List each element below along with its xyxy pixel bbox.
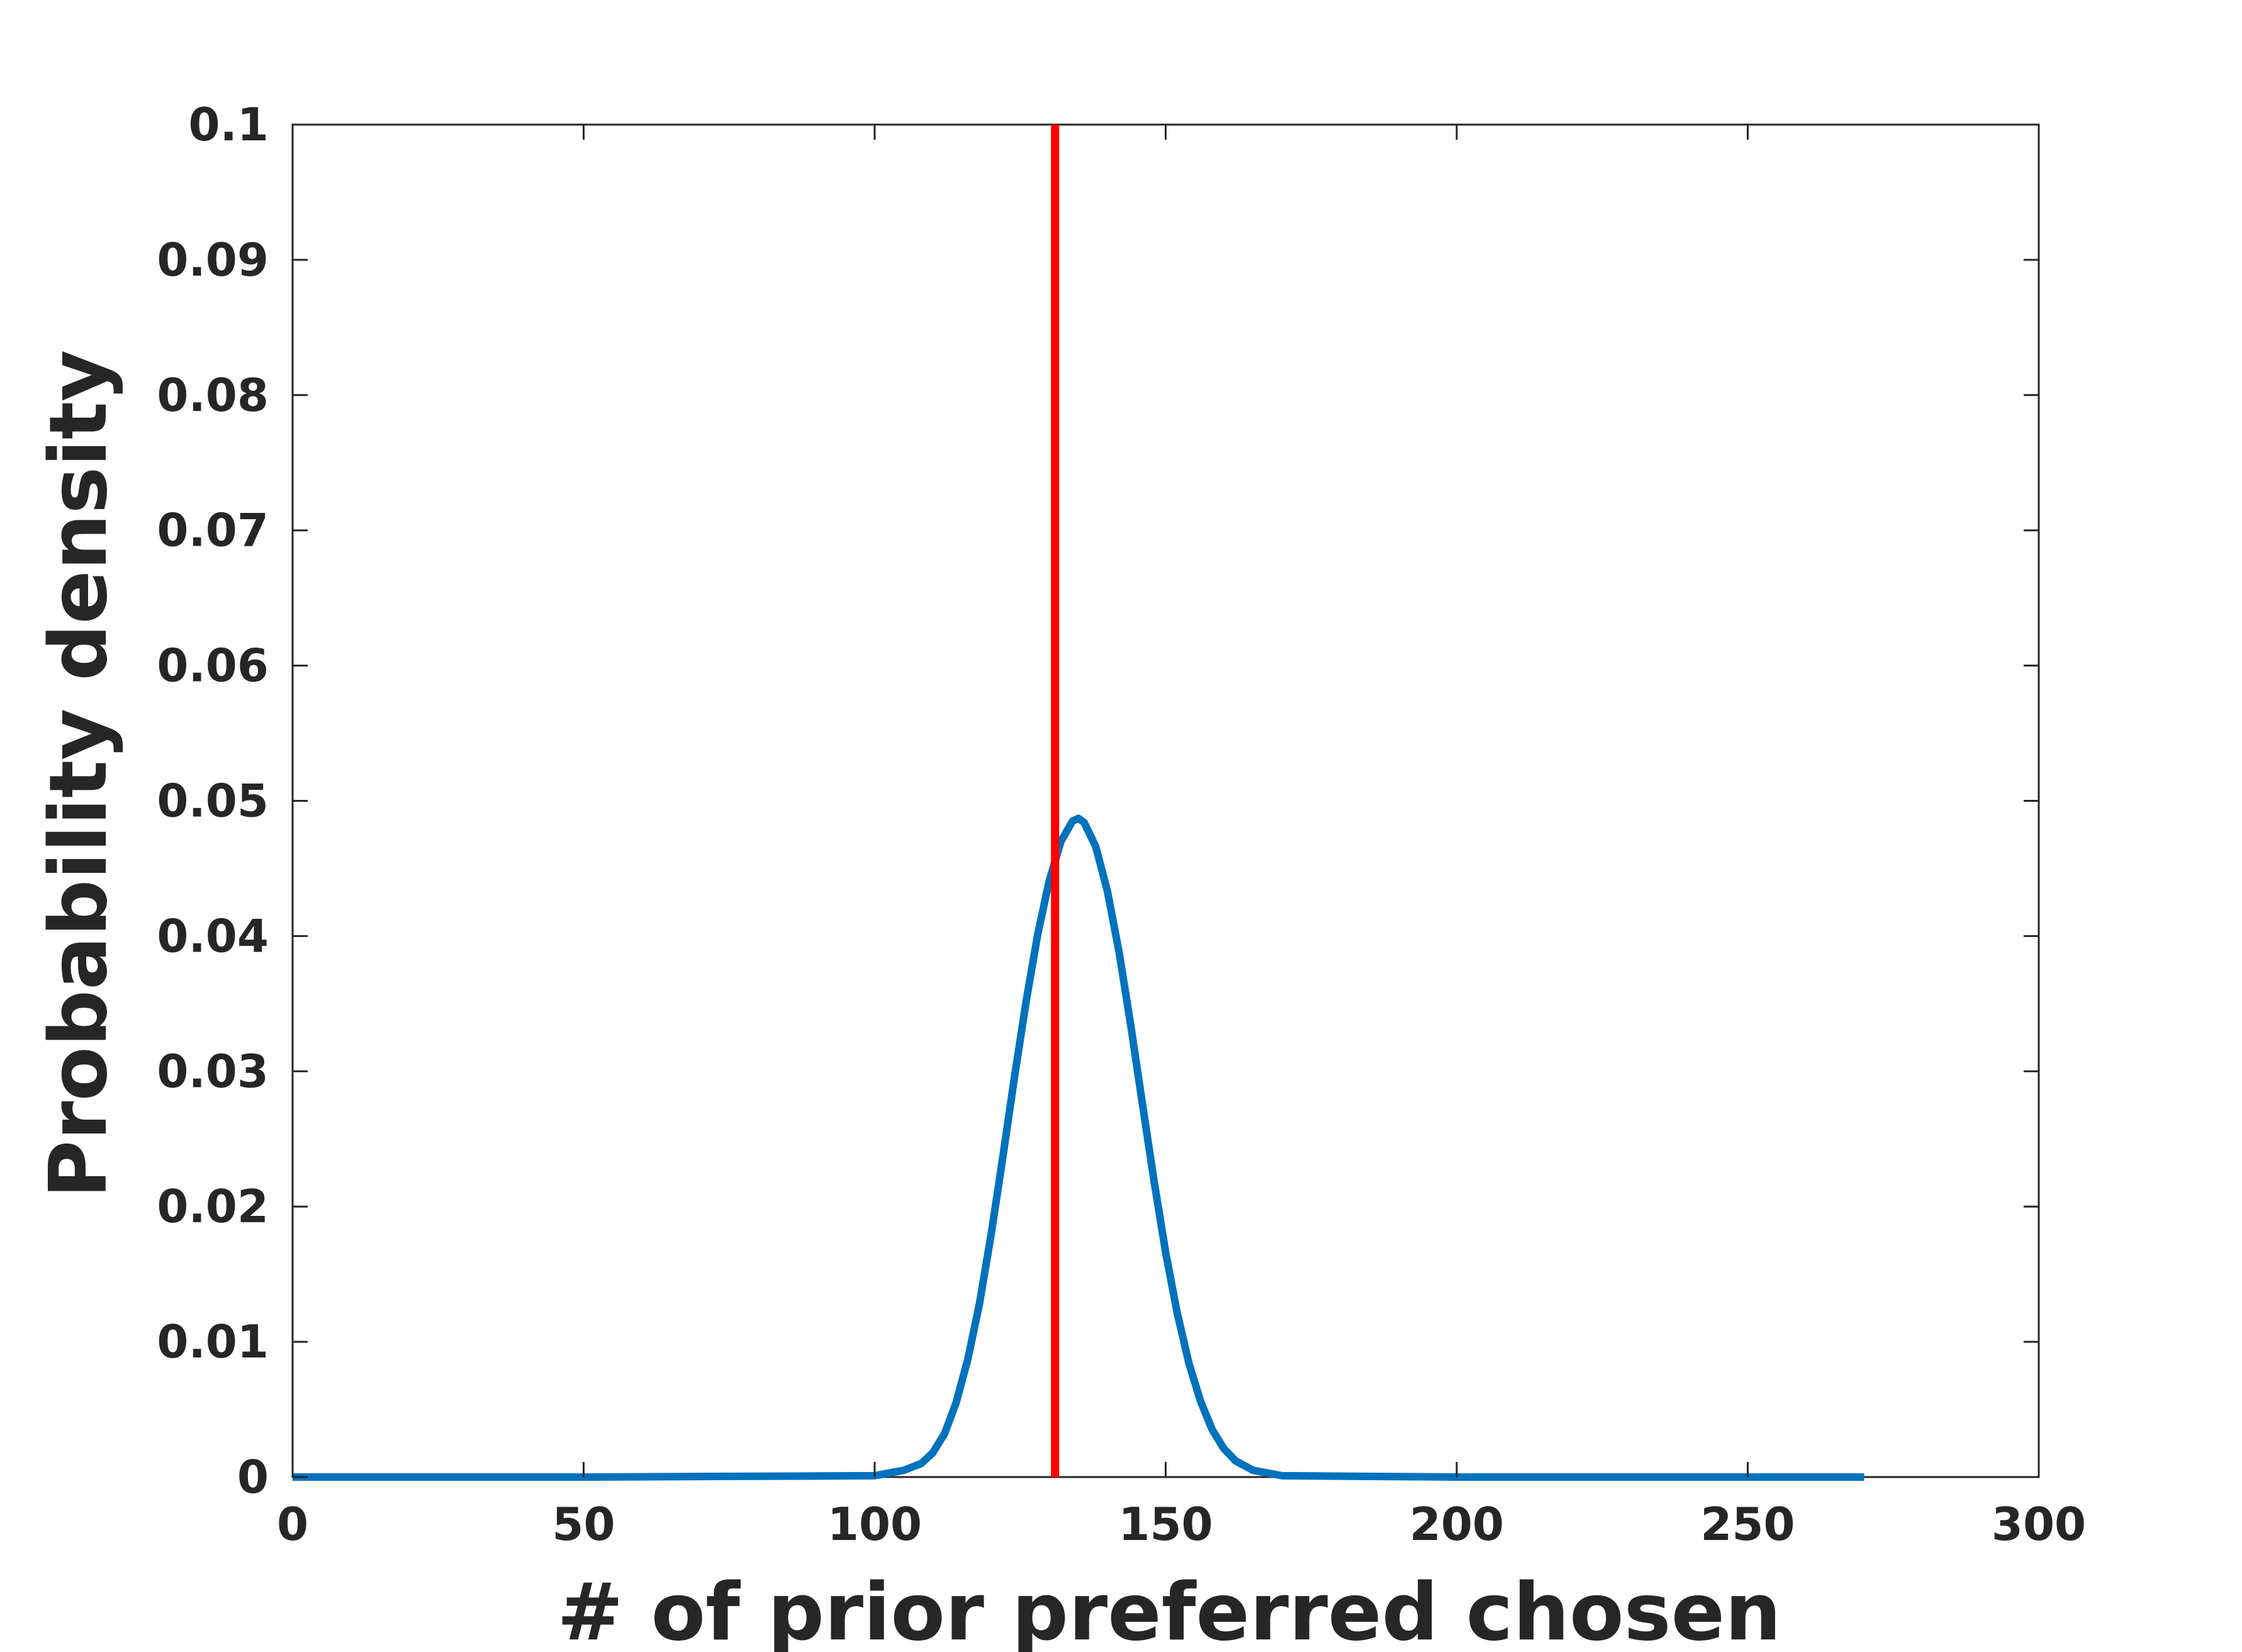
x-tick-label: 50 xyxy=(552,1498,615,1551)
x-tick-label: 200 xyxy=(1410,1498,1504,1551)
y-tick-label: 0.02 xyxy=(157,1180,269,1233)
x-tick-label: 0 xyxy=(277,1498,308,1551)
y-tick-label: 0 xyxy=(237,1451,269,1503)
y-tick-label: 0.03 xyxy=(157,1045,269,1098)
plot-area xyxy=(291,123,2040,1481)
y-tick-label: 0.08 xyxy=(157,369,269,422)
x-tick-labels: 0 50 100 150 200 250 300 xyxy=(277,1498,2086,1551)
density-curve xyxy=(293,814,1864,1481)
x-tick-label: 300 xyxy=(1992,1498,2086,1551)
x-tick-label: 150 xyxy=(1118,1498,1213,1551)
y-axis-label: Probability density xyxy=(32,350,125,1198)
y-tick-label: 0.06 xyxy=(157,639,269,692)
x-tick-label: 100 xyxy=(827,1498,922,1551)
y-tick-label: 0.01 xyxy=(157,1315,269,1368)
y-tick-label: 0.1 xyxy=(188,98,269,151)
y-tick-label: 0.04 xyxy=(157,909,269,962)
y-tick-label: 0.09 xyxy=(157,233,269,286)
y-tick-label: 0.05 xyxy=(157,775,269,828)
x-axis-label: # of prior preferred chosen xyxy=(557,1566,1781,1652)
y-tick-labels: 0 0.01 0.02 0.03 0.04 0.05 0.06 0.07 0.08 0.09 0.1 xyxy=(157,98,269,1503)
y-tick-label: 0.07 xyxy=(157,504,269,557)
axes-box xyxy=(291,123,2040,1478)
x-tick-label: 250 xyxy=(1700,1498,1795,1551)
axis-ticks xyxy=(291,123,2040,1478)
